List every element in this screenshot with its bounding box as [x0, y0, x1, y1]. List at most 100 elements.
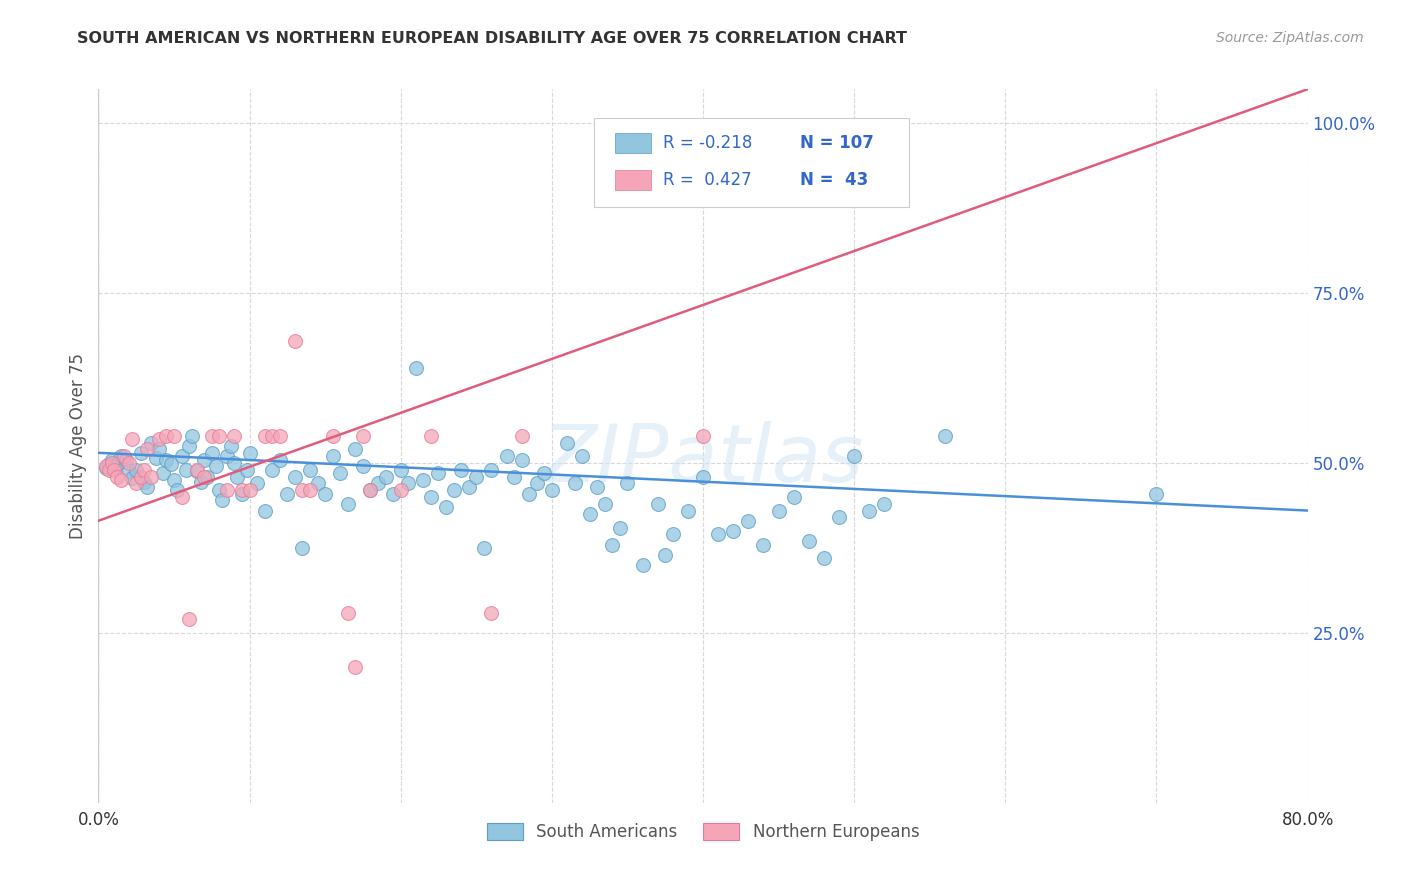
Point	[246, 476, 269, 491]
Point	[155, 452, 177, 467]
Point	[239, 483, 262, 498]
Point	[262, 463, 284, 477]
Point	[262, 429, 284, 443]
Point	[481, 463, 503, 477]
Point	[533, 466, 555, 480]
Point	[94, 461, 117, 475]
Point	[828, 510, 851, 524]
Point	[179, 439, 201, 453]
Point	[692, 429, 714, 443]
Point	[208, 483, 231, 498]
Point	[676, 503, 699, 517]
Text: R =  0.427: R = 0.427	[664, 171, 752, 189]
Point	[291, 541, 314, 555]
Point	[481, 606, 503, 620]
Point	[269, 429, 291, 443]
Point	[181, 429, 204, 443]
Point	[132, 463, 155, 477]
Point	[235, 463, 257, 477]
Point	[314, 486, 336, 500]
Point	[104, 459, 127, 474]
Point	[186, 463, 208, 477]
FancyBboxPatch shape	[595, 118, 908, 207]
Point	[174, 463, 197, 477]
Point	[201, 429, 224, 443]
Point	[382, 486, 405, 500]
Point	[578, 507, 600, 521]
Point	[101, 452, 124, 467]
Point	[389, 463, 412, 477]
Point	[352, 459, 374, 474]
Point	[374, 469, 396, 483]
Point	[457, 480, 479, 494]
Point	[118, 456, 141, 470]
Point	[707, 527, 730, 541]
Point	[231, 483, 253, 498]
Point	[299, 483, 322, 498]
Point	[389, 483, 412, 498]
Point	[858, 503, 880, 517]
Point	[593, 497, 616, 511]
Point	[110, 473, 132, 487]
Point	[269, 452, 291, 467]
Point	[427, 466, 450, 480]
Point	[205, 459, 228, 474]
Point	[141, 435, 163, 450]
Point	[336, 606, 359, 620]
Point	[129, 469, 152, 483]
Point	[125, 463, 148, 477]
Point	[540, 483, 562, 498]
Point	[752, 537, 775, 551]
Point	[284, 334, 307, 348]
Point	[155, 429, 177, 443]
Point	[336, 497, 359, 511]
Point	[170, 490, 193, 504]
Point	[737, 514, 759, 528]
Point	[201, 446, 224, 460]
Point	[360, 483, 382, 498]
Point	[211, 493, 233, 508]
Y-axis label: Disability Age Over 75: Disability Age Over 75	[69, 353, 87, 539]
Point	[101, 456, 124, 470]
Point	[797, 534, 820, 549]
Point	[934, 429, 956, 443]
Point	[291, 483, 314, 498]
Point	[148, 442, 170, 457]
Point	[443, 483, 465, 498]
Point	[152, 466, 174, 480]
Point	[190, 475, 212, 489]
Point	[783, 490, 806, 504]
Point	[135, 480, 157, 494]
Point	[844, 449, 866, 463]
Point	[163, 429, 186, 443]
Point	[110, 449, 132, 463]
Point	[94, 459, 117, 474]
FancyBboxPatch shape	[614, 169, 651, 190]
Point	[555, 435, 578, 450]
Point	[616, 476, 638, 491]
Point	[129, 446, 152, 460]
Point	[647, 497, 669, 511]
Point	[510, 429, 533, 443]
Point	[163, 473, 186, 487]
FancyBboxPatch shape	[614, 133, 651, 153]
Point	[322, 449, 344, 463]
Point	[367, 476, 389, 491]
Point	[768, 503, 790, 517]
Point	[179, 612, 201, 626]
Point	[510, 452, 533, 467]
Point	[344, 660, 367, 674]
Point	[224, 456, 246, 470]
Point	[121, 432, 143, 446]
Point	[602, 537, 624, 551]
Point	[526, 476, 548, 491]
Point	[253, 429, 276, 443]
Point	[586, 480, 609, 494]
Point	[125, 476, 148, 491]
Point	[132, 475, 155, 489]
Point	[170, 449, 193, 463]
Text: N =  43: N = 43	[800, 171, 868, 189]
Point	[208, 429, 231, 443]
Point	[654, 548, 676, 562]
Point	[813, 551, 835, 566]
